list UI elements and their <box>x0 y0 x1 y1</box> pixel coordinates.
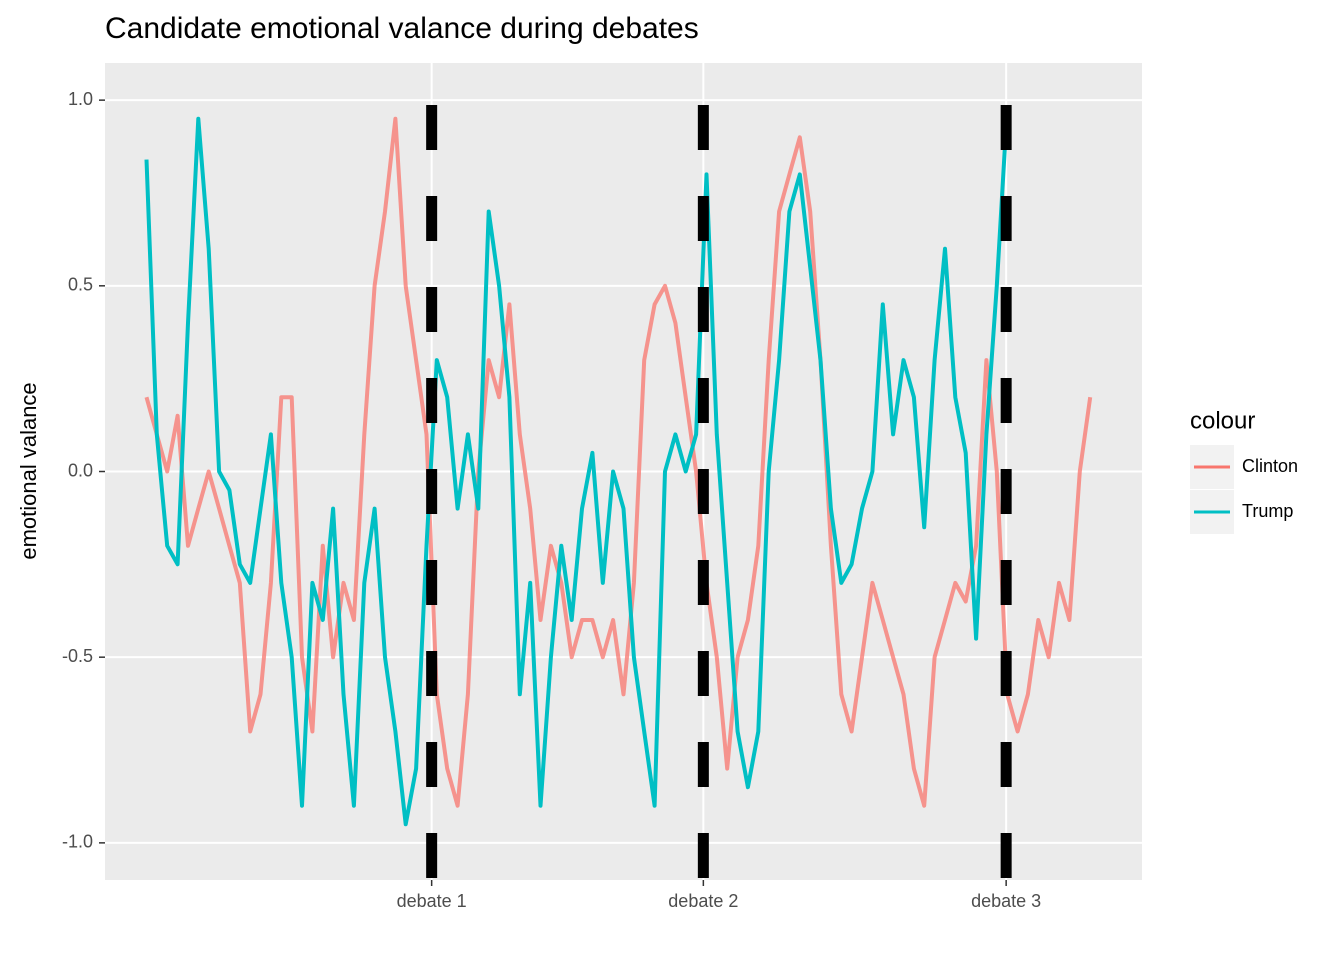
y-tick-label: 0.5 <box>68 275 93 295</box>
legend-title: colour <box>1190 407 1255 434</box>
y-tick-label: -1.0 <box>62 832 93 852</box>
series-line <box>144 116 1093 808</box>
y-tick-label: 0.0 <box>68 460 93 480</box>
y-tick-label: -0.5 <box>62 646 93 666</box>
x-tick-label: debate 3 <box>971 891 1041 911</box>
marks <box>144 105 1093 880</box>
y-tick-label: 1.0 <box>68 89 93 109</box>
chart-title: Candidate emotional valance during debat… <box>105 12 699 45</box>
y-axis-label: emotional valance <box>16 382 41 559</box>
legend-label: Clinton <box>1242 456 1298 476</box>
series-line <box>144 107 1010 827</box>
x-tick-label: debate 1 <box>397 891 467 911</box>
legend-label: Trump <box>1242 501 1293 521</box>
x-tick-label: debate 2 <box>668 891 738 911</box>
